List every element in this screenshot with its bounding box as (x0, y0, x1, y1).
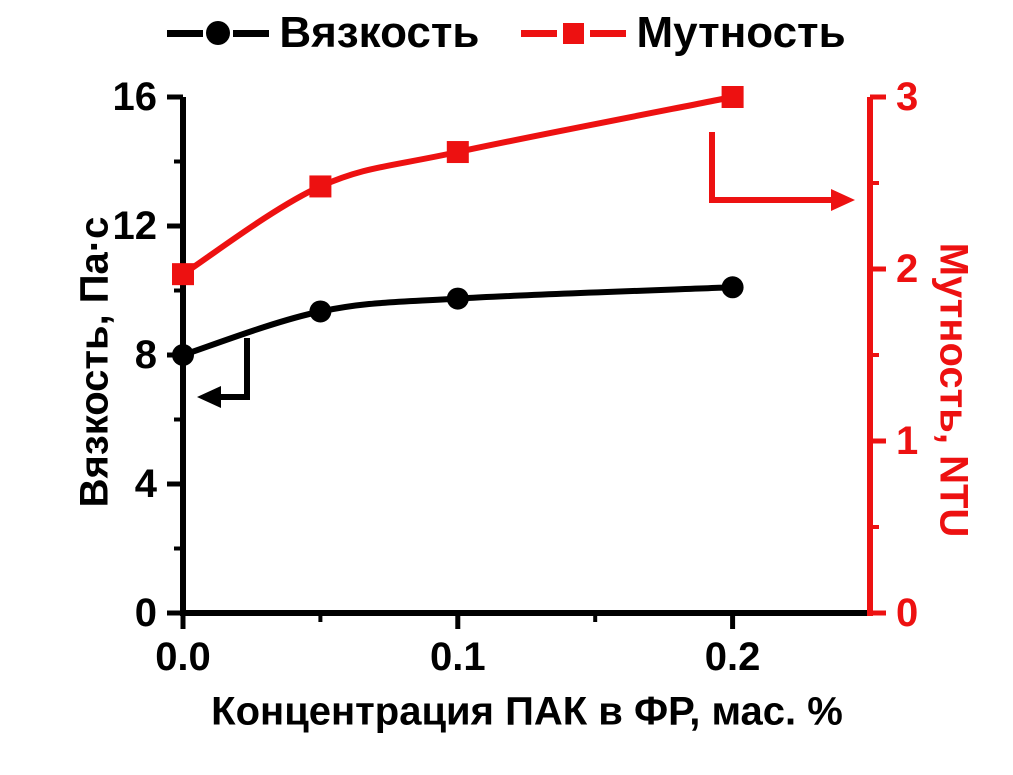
turbidity-point-marker (721, 86, 744, 108)
legend-label-turbidity: Мутность (636, 8, 846, 57)
series-line-turbidity (181, 94, 734, 277)
x-tick-label: 0.0 (155, 635, 211, 679)
turbidity-axis-arrow-line (709, 132, 832, 203)
legend-item-turbidity: Мутность (521, 8, 846, 58)
turbidity-point-marker (172, 263, 194, 286)
turbidity-point-marker (309, 175, 332, 198)
right-tick-label: 3 (896, 75, 918, 119)
right-tick-label: 2 (896, 247, 918, 291)
left-axis-title: Вязкость, Па·с (72, 216, 117, 508)
turbidity-point-marker (446, 141, 469, 164)
x-tick-label: 0.2 (705, 635, 761, 679)
viscosity-axis-arrow-head-icon (197, 386, 221, 408)
right-axis-title: Мутность, NTU (931, 242, 976, 538)
legend-label-viscosity: Вязкость (279, 8, 480, 57)
left-tick-label: 12 (113, 204, 158, 248)
left-tick-label: 0 (135, 591, 157, 635)
left-tick-label: 16 (113, 75, 158, 119)
viscosity-axis-arrow-line (220, 338, 250, 400)
turbidity-line-square-marker-icon (521, 22, 627, 44)
left-tick-label: 4 (135, 462, 158, 506)
right-tick-label: 0 (896, 591, 918, 635)
right-tick-label: 1 (896, 419, 918, 463)
viscosity-point-marker (721, 276, 744, 299)
turbidity-axis-arrow-head-icon (831, 189, 855, 211)
legend: Вязкость Мутность (0, 8, 1013, 58)
viscosity-line-circle-marker-icon (167, 21, 270, 45)
x-tick-label: 0.1 (430, 635, 486, 679)
viscosity-point-marker (309, 300, 332, 323)
series-line-viscosity (182, 284, 733, 358)
left-tick-label: 8 (135, 333, 157, 377)
viscosity-point-marker (172, 344, 194, 366)
viscosity-point-marker (446, 287, 469, 310)
x-axis-title: Концентрация ПАК в ФР, мас. % (211, 689, 843, 734)
legend-item-viscosity: Вязкость (167, 8, 479, 58)
